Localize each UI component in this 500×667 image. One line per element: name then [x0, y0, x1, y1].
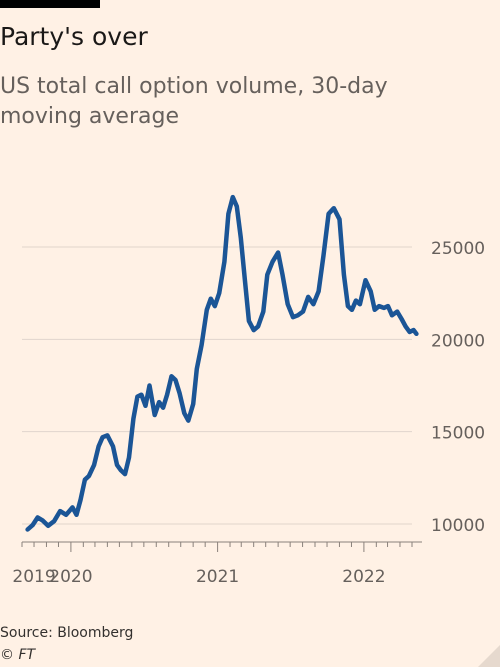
corner-fold	[478, 645, 500, 667]
y-tick-label-20000: 20000	[431, 331, 485, 351]
source-note: Source: Bloomberg	[0, 625, 134, 641]
x-tick-label-2022: 2022	[342, 567, 385, 587]
y-tick-labels: 10000 15000 20000 25000	[431, 239, 485, 536]
x-tick-label-2020: 2020	[49, 567, 92, 587]
x-axis	[21, 541, 422, 552]
y-tick-label-15000: 15000	[431, 424, 485, 444]
y-tick-label-10000: 10000	[431, 516, 485, 536]
y-gridlines	[22, 246, 412, 525]
x-tick-label-2019: 2019	[12, 567, 55, 587]
x-tick-label-2021: 2021	[196, 567, 239, 587]
brand-bar	[0, 0, 100, 8]
chart-title: Party's over	[0, 22, 148, 51]
series-line	[25, 194, 419, 532]
chart-subtitle: US total call option volume, 30-day movi…	[0, 74, 388, 129]
y-tick-label-25000: 25000	[431, 239, 485, 259]
copyright-note: © FT	[0, 647, 36, 663]
